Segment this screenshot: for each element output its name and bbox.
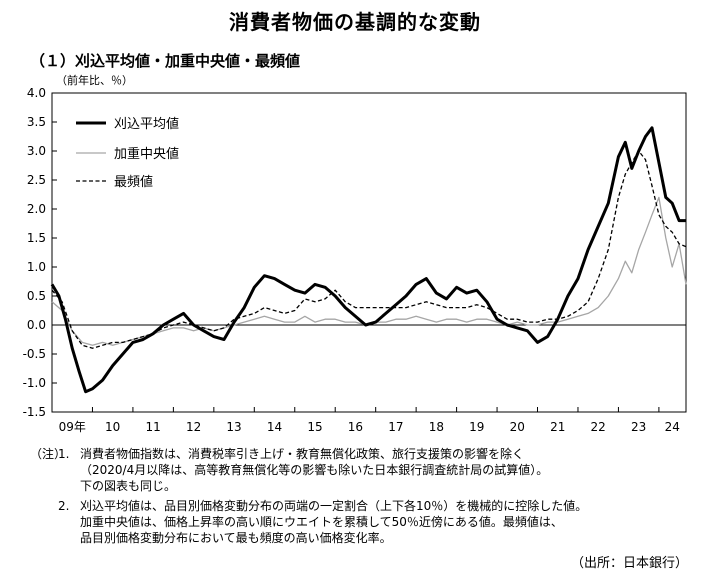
x-tick-label: 23 <box>631 420 646 434</box>
x-tick-label: 15 <box>307 420 322 434</box>
x-tick-label: 09年 <box>59 420 86 434</box>
y-tick-label: 0.0 <box>27 318 46 332</box>
chart-title: 消費者物価の基調的な変動 <box>229 10 481 34</box>
legend-label: 刈込平均値 <box>114 116 179 132</box>
x-tick-label: 18 <box>429 420 444 434</box>
x-tick-label: 11 <box>146 420 161 434</box>
y-tick-label: 2.0 <box>27 202 46 216</box>
x-tick-label: 22 <box>591 420 606 434</box>
y-tick-label: 4.0 <box>27 86 46 100</box>
x-tick-label: 21 <box>550 420 565 434</box>
y-tick-label: -1.0 <box>23 376 46 390</box>
y-tick-label: 3.0 <box>27 144 46 158</box>
x-tick-label: 24 <box>665 420 680 434</box>
series-line-3 <box>51 150 687 349</box>
y-tick-label: -0.5 <box>23 347 46 361</box>
note-1: （注） 1. 消費者物価指数は、消費税率引き上げ・教育無償化政策、旅行支援策の影… <box>30 446 587 462</box>
x-tick-label: 14 <box>267 420 282 434</box>
y-tick-label: -1.5 <box>23 405 46 419</box>
unit-label: （前年比、％） <box>56 74 133 87</box>
y-tick-label: 0.5 <box>27 289 46 303</box>
x-tick-label: 17 <box>388 420 403 434</box>
notes-block: （注） 1. 消費者物価指数は、消費税率引き上げ・教育無償化政策、旅行支援策の影… <box>30 446 587 546</box>
x-tick-label: 12 <box>186 420 201 434</box>
note-text: 消費者物価指数は、消費税率引き上げ・教育無償化政策、旅行支援策の影響を除く <box>80 447 525 461</box>
x-tick-label: 16 <box>348 420 363 434</box>
y-tick-label: 2.5 <box>27 173 46 187</box>
x-tick-label: 20 <box>510 420 525 434</box>
note-text: 加重中央値は、価格上昇率の高い順にウエイトを累積して50％近傍にある値。最頻値は… <box>80 515 563 529</box>
y-tick-label: 1.5 <box>27 231 46 245</box>
chart-subtitle: （１）刈込平均値・加重中央値・最頻値 <box>30 52 301 70</box>
legend-label: 最頻値 <box>114 174 153 190</box>
x-tick-label: 19 <box>469 420 484 434</box>
source-note: （出所：日本銀行） <box>570 556 688 571</box>
x-tick-label: 13 <box>226 420 241 434</box>
series-lines <box>50 126 687 394</box>
note-number: 1. <box>58 447 70 461</box>
note-text: 刈込平均値は、品目別価格変動分布の両端の一定割合（上下各10％）を機械的に控除し… <box>80 499 588 513</box>
y-tick-label: 1.0 <box>27 260 46 274</box>
notes-label: （注） <box>30 447 67 461</box>
series-line-2 <box>51 196 687 346</box>
note-2: 2. 刈込平均値は、品目別価格変動分布の両端の一定割合（上下各10％）を機械的に… <box>30 498 587 514</box>
x-tick-label: 10 <box>105 420 120 434</box>
note-text: 品目別価格変動分布において最も頻度の高い価格変化率。 <box>80 531 392 545</box>
axes: 4.0 3.5 3.0 2.5 2.0 1.5 1.0 0.5 0.0 -0.5 -1.0 -1.5 0… <box>23 86 687 434</box>
note-text: （2020/4月以降は、高等教育無償化等の影響も除いた日本銀行調査統計局の試算値… <box>80 463 549 477</box>
plot-frame <box>51 92 687 413</box>
legend-label: 加重中央値 <box>114 146 179 162</box>
note-text: 下の図表も同じ。 <box>80 479 177 493</box>
y-tick-label: 3.5 <box>27 115 46 129</box>
line-chart: 4.0 3.5 3.0 2.5 2.0 1.5 1.0 0.5 0.0 -0.5 -1.0 -1.5 0… <box>23 86 687 434</box>
series-line-1 <box>50 126 686 394</box>
note-number: 2. <box>58 499 70 513</box>
